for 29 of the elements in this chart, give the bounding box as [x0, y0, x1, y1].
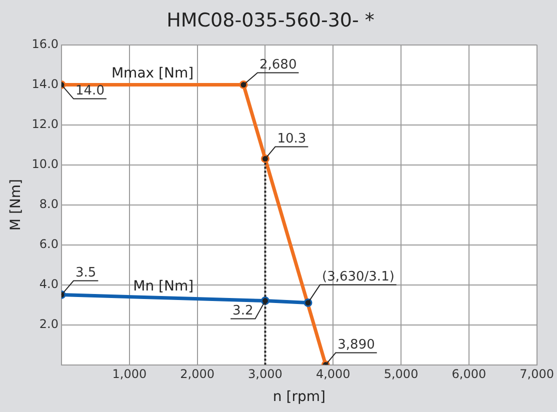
point [239, 80, 248, 90]
x-tick-label: 5,000 [384, 367, 418, 382]
y-tick-label: 16.0 [32, 36, 59, 51]
annotation: 3.5 [76, 266, 96, 281]
x-tick-label: 3,000 [248, 367, 282, 382]
y-tick-label: 2.0 [39, 316, 59, 331]
y-tick-label: 10.0 [32, 156, 59, 171]
x-tick-label: 4,000 [316, 367, 350, 382]
x-tick-label: 7,000 [520, 367, 554, 382]
x-tick-label: 2,000 [180, 367, 214, 382]
series-label: Mn [Nm] [133, 278, 194, 294]
x-tick-label: 6,000 [452, 367, 486, 382]
x-tick-label: 1,000 [112, 367, 147, 382]
annotation: 10.3 [277, 132, 306, 147]
annotation: 3,890 [338, 338, 375, 353]
y-tick-label: 12.0 [32, 116, 59, 131]
annotation: 3.2 [232, 304, 254, 319]
point [304, 298, 312, 308]
y-tick-label: 4.0 [39, 276, 59, 291]
chart-title: HMC08-035-560-30- * [166, 9, 374, 32]
y-tick-label: 6.0 [39, 236, 59, 251]
x-axis-title: n [rpm] [272, 389, 326, 406]
annotation: 2,680 [259, 58, 297, 73]
y-axis-title: M [Nm] [8, 179, 24, 231]
annotation: 14.0 [76, 84, 104, 99]
series-label: Mmax [Nm] [111, 65, 194, 82]
annotation: (3,630/3.1) [322, 270, 394, 285]
y-tick-label: 14.0 [32, 76, 59, 91]
y-tick-label: 8.0 [39, 196, 59, 211]
